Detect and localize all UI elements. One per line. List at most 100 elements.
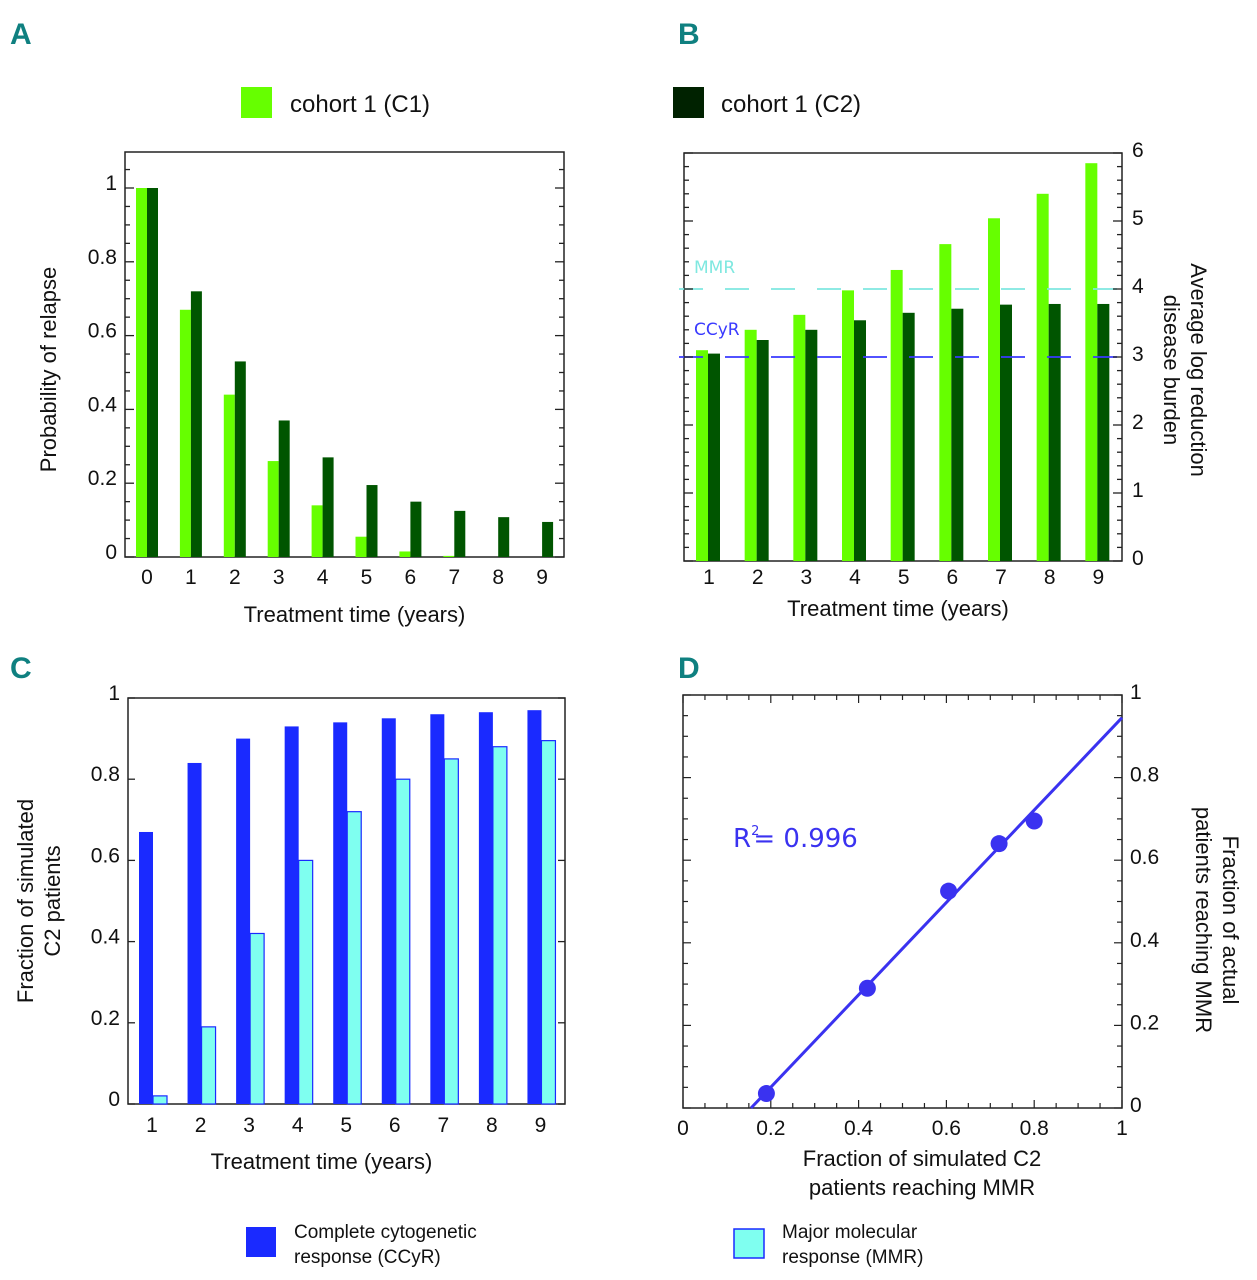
reference-label-mmr: MMR — [694, 258, 735, 278]
ytick-label: 0.8 — [88, 246, 117, 269]
legend-bottom: Complete cytogenetic response (CCyR) Maj… — [246, 1222, 923, 1268]
bar-c-s1-2 — [200, 1026, 217, 1105]
panel-label-d: D — [678, 652, 700, 685]
xtick-label: 8 — [492, 566, 504, 589]
bar-b-s0-6 — [939, 244, 952, 561]
bar-a-s0-5 — [355, 536, 367, 557]
bar-a-s1-1 — [190, 291, 202, 557]
xtick-label: 9 — [1092, 566, 1104, 589]
bar-a-s0-1 — [179, 309, 191, 557]
scatter-point-2 — [940, 882, 958, 900]
x-axis-title: Fraction of simulated C2 — [803, 1146, 1041, 1171]
xtick-label: 2 — [229, 566, 241, 589]
xtick-label: 9 — [535, 1114, 547, 1137]
bar-b-s1-1 — [708, 353, 720, 561]
bar-c-s0-9 — [527, 710, 542, 1104]
bar-b-s0-9 — [1085, 163, 1098, 561]
bar-c-s0-8 — [478, 712, 493, 1104]
xtick-label: 7 — [995, 566, 1007, 589]
xtick-label: 3 — [800, 566, 812, 589]
bar-c-s0-6 — [381, 718, 396, 1104]
bar-c-s0-3 — [236, 738, 251, 1104]
xtick-label: 4 — [317, 566, 329, 589]
legend-label-mmr-line2: response (MMR) — [782, 1247, 923, 1268]
bar-b-s0-4 — [842, 290, 854, 561]
bar-b-s0-5 — [890, 269, 903, 561]
xtick-label: 1 — [185, 566, 197, 589]
ytick-label: 0.8 — [1130, 764, 1159, 787]
bar-c-s1-6 — [395, 778, 411, 1105]
bar-a-s1-9 — [542, 521, 554, 557]
bar-b-s0-7 — [988, 218, 1000, 561]
bar-b-s0-3 — [793, 314, 806, 561]
xtick-label: 7 — [448, 566, 460, 589]
y-axis-title: disease burden — [1159, 295, 1184, 445]
bar-c-s1-9 — [540, 740, 557, 1105]
xtick-label: 6 — [405, 566, 417, 589]
legend-label-ccyr-line1: Complete cytogenetic — [294, 1222, 477, 1243]
ytick-label: 0.4 — [91, 926, 121, 949]
xtick-label: 0.8 — [1020, 1117, 1049, 1140]
bar-c-s0-1 — [139, 831, 153, 1104]
xtick-label: 8 — [486, 1114, 498, 1137]
chart-c-response-fraction: 0 0.2 0.4 0.6 0.8 1 1 2 3 4 5 6 7 8 9 Treatment time (y… — [13, 682, 566, 1174]
bar-c-s0-5 — [333, 722, 348, 1104]
xtick-label: 1 — [146, 1114, 158, 1137]
ytick-label: 2 — [1132, 411, 1144, 434]
xtick-label: 2 — [195, 1114, 207, 1137]
bar-b-s1-8 — [1048, 303, 1061, 561]
xtick-label: 1 — [1116, 1117, 1128, 1140]
bar-a-s0-7 — [443, 555, 455, 557]
bar-b-s1-9 — [1097, 303, 1110, 561]
ytick-label: 1 — [105, 172, 117, 195]
y-axis-title: Fraction of actual — [1218, 836, 1243, 1005]
legend-label-c1: cohort 1 (C1) — [290, 91, 430, 118]
bar-a-s1-2 — [234, 361, 246, 557]
bar-a-s1-5 — [366, 485, 378, 557]
xtick-label: 5 — [898, 566, 910, 589]
plot-frame — [682, 694, 1123, 1109]
bar-b-s0-8 — [1036, 193, 1049, 562]
y-axis-title: Probability of relapse — [36, 267, 61, 472]
ytick-label: 0.2 — [88, 467, 117, 490]
chart-b-log-reduction: MMR CCyR 0 1 2 3 4 5 6 1 2 3 4 5 6 7 8 9 Treatment time (y… — [679, 139, 1211, 621]
bar-a-s0-6 — [399, 551, 411, 557]
ytick-label: 0.4 — [1130, 929, 1160, 952]
xtick-label: 3 — [273, 566, 285, 589]
y-axis-title: patients reaching MMR — [1191, 807, 1216, 1033]
ytick-label: 6 — [1132, 139, 1144, 162]
bar-a-s1-6 — [410, 501, 422, 557]
xtick-label: 0 — [141, 566, 153, 589]
ytick-label: 0.6 — [88, 320, 117, 343]
bar-a-s0-3 — [267, 461, 279, 557]
bar-b-s1-7 — [1000, 304, 1012, 561]
ytick-label: 1 — [108, 682, 120, 705]
bar-b-s1-2 — [756, 340, 769, 561]
bar-b-s1-4 — [854, 320, 866, 561]
xtick-label: 0.4 — [844, 1117, 874, 1140]
bar-c-s1-4 — [298, 859, 314, 1105]
x-axis-title: Treatment time (years) — [787, 596, 1009, 621]
ytick-label: 0 — [105, 541, 117, 564]
xtick-label: 5 — [361, 566, 373, 589]
legend-top: cohort 1 (C1) cohort 1 (C2) — [241, 87, 861, 118]
legend-label-ccyr-line2: response (CCyR) — [294, 1247, 441, 1268]
ytick-label: 0.8 — [91, 763, 120, 786]
xtick-label: 7 — [437, 1114, 449, 1137]
bar-b-s0-2 — [744, 329, 757, 561]
bar-c-s1-1 — [152, 1095, 168, 1105]
bar-a-s1-7 — [454, 510, 466, 557]
xtick-label: 0.6 — [932, 1117, 961, 1140]
ytick-label: 0.6 — [1130, 846, 1159, 869]
scatter-point-0 — [757, 1085, 775, 1103]
r-squared-annotation: R2= 0.996 — [733, 824, 858, 854]
bar-a-s1-8 — [498, 517, 510, 557]
ytick-label: 0 — [108, 1088, 120, 1111]
ytick-label: 3 — [1132, 343, 1144, 366]
ytick-label: 1 — [1130, 681, 1142, 704]
y-axis-title: C2 patients — [40, 845, 65, 956]
legend-swatch-ccyr — [246, 1227, 276, 1257]
scatter-point-4 — [1025, 812, 1043, 830]
